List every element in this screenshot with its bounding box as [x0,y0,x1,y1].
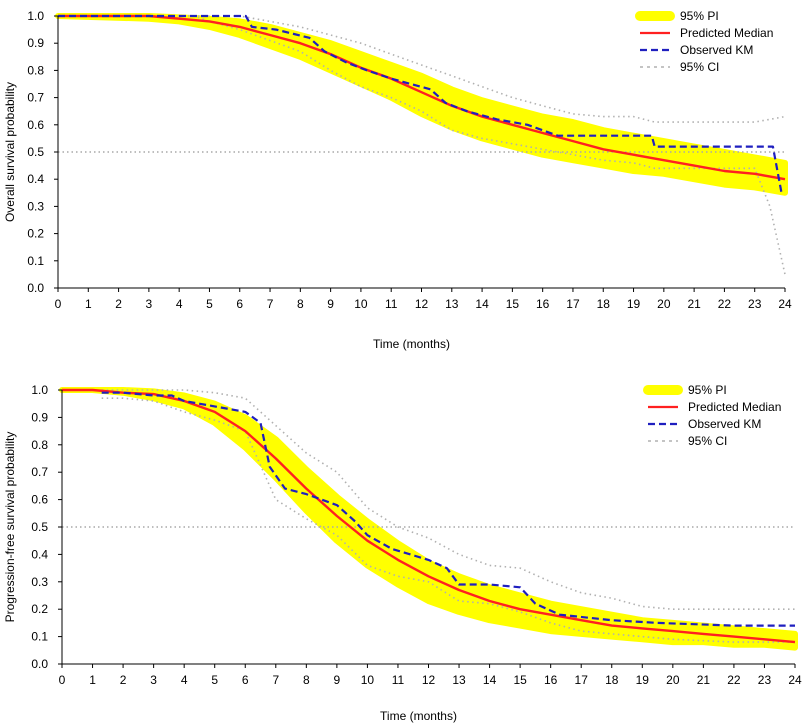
x-tick-label: 2 [115,297,122,311]
x-tick-label: 16 [544,673,558,687]
x-axis-label: Time (months) [380,709,457,723]
x-tick-label: 19 [636,673,650,687]
y-tick-label: 0.3 [31,575,48,589]
y-tick-label: 0.6 [27,118,44,132]
x-tick-label: 11 [392,673,405,687]
y-tick-label: 0.7 [31,465,48,479]
x-tick-label: 1 [89,673,96,687]
y-tick-label: 0.8 [27,63,44,77]
legend: 95% PI Predicted Median Observed KM 95% CI [635,9,773,74]
x-tick-label: 9 [327,297,334,311]
x-tick-label: 10 [354,297,368,311]
x-tick-label: 14 [483,673,497,687]
x-tick-label: 6 [236,297,243,311]
x-tick-label: 0 [59,673,66,687]
y-tick-label: 0.0 [27,281,44,295]
x-tick-label: 9 [334,673,341,687]
y-tick-label: 0.2 [27,227,44,241]
ci-lower-line [58,15,786,275]
y-tick-label: 0.3 [27,199,44,213]
x-tick-label: 5 [211,673,218,687]
observed-km-line [101,391,795,627]
x-tick-label: 11 [385,297,398,311]
x-tick-label: 21 [697,673,711,687]
ci-lower-line [101,397,795,643]
y-tick-label: 0.4 [27,172,44,186]
x-tick-label: 24 [788,673,802,687]
x-tick-label: 4 [176,297,183,311]
y-axis-label: Overall survival probability [3,82,17,222]
x-tick-label: 21 [687,297,701,311]
x-tick-label: 6 [242,673,249,687]
legend-entry: Observed KM [680,43,753,57]
x-tick-label: 13 [452,673,466,687]
x-tick-label: 3 [150,673,157,687]
x-tick-label: 18 [597,297,611,311]
y-tick-label: 0.1 [27,254,44,268]
y-tick-label: 0.8 [31,438,48,452]
x-tick-label: 20 [666,673,680,687]
legend: 95% PI Predicted Median Observed KM 95% CI [643,383,781,448]
x-tick-label: 20 [657,297,671,311]
x-tick-label: 17 [566,297,580,311]
x-tick-label: 19 [627,297,641,311]
y-tick-label: 1.0 [31,383,48,397]
x-tick-label: 12 [422,673,436,687]
y-tick-label: 0.9 [27,36,44,50]
x-tick-label: 24 [778,297,792,311]
x-tick-label: 7 [267,297,274,311]
predicted-median-line [62,388,796,644]
x-tick-label: 0 [55,297,62,311]
x-tick-label: 23 [758,673,772,687]
x-tick-label: 7 [272,673,279,687]
x-tick-label: 22 [727,673,741,687]
x-tick-label: 14 [475,297,489,311]
x-tick-label: 8 [303,673,310,687]
y-tick-label: 0.9 [31,410,48,424]
x-tick-label: 3 [146,297,153,311]
x-tick-label: 8 [297,297,304,311]
y-tick-label: 0.1 [31,630,48,644]
x-tick-label: 15 [513,673,527,687]
x-tick-label: 18 [605,673,619,687]
observed-km-line [58,14,784,196]
x-tick-label: 13 [445,297,459,311]
legend-entry: 95% CI [680,60,719,74]
x-tick-label: 16 [536,297,550,311]
chart-pfs: 0 1 2 3 4 5 6 7 8 9 10 11 12 13 14 15 16 17 18 19 20 21 22 23 24… [3,383,802,723]
y-tick-label: 0.5 [27,145,44,159]
y-tick-label: 0.4 [31,547,48,561]
x-tick-label: 17 [575,673,589,687]
y-tick-label: 0.7 [27,91,44,105]
x-tick-label: 23 [748,297,762,311]
legend-entry: 95% PI [680,9,719,23]
y-tick-label: 0.2 [31,602,48,616]
legend-entry: Predicted Median [688,400,781,414]
legend-entry: Predicted Median [680,26,773,40]
y-tick-label: 0.0 [31,657,48,671]
legend-entry: 95% PI [688,383,727,397]
x-tick-label: 2 [120,673,127,687]
x-tick-label: 15 [506,297,520,311]
x-tick-label: 12 [415,297,429,311]
pi-band [59,387,798,651]
legend-entry: Observed KM [688,417,761,431]
y-tick-label: 0.6 [31,493,48,507]
x-tick-label: 4 [181,673,188,687]
pi-band [55,13,788,196]
y-tick-label: 0.5 [31,520,48,534]
x-tick-label: 22 [718,297,732,311]
x-tick-label: 10 [361,673,375,687]
x-axis-label: Time (months) [373,337,450,351]
x-tick-label: 1 [85,297,92,311]
chart-os: 0 1 2 3 4 5 6 7 8 9 10 11 12 13 14 15 16 17 18 19 20 21 22 23 24… [3,9,792,351]
x-tick-label: 5 [206,297,213,311]
legend-entry: 95% CI [688,434,727,448]
y-tick-label: 1.0 [27,9,44,23]
y-axis-label: Progression-free survival probability [3,432,17,623]
